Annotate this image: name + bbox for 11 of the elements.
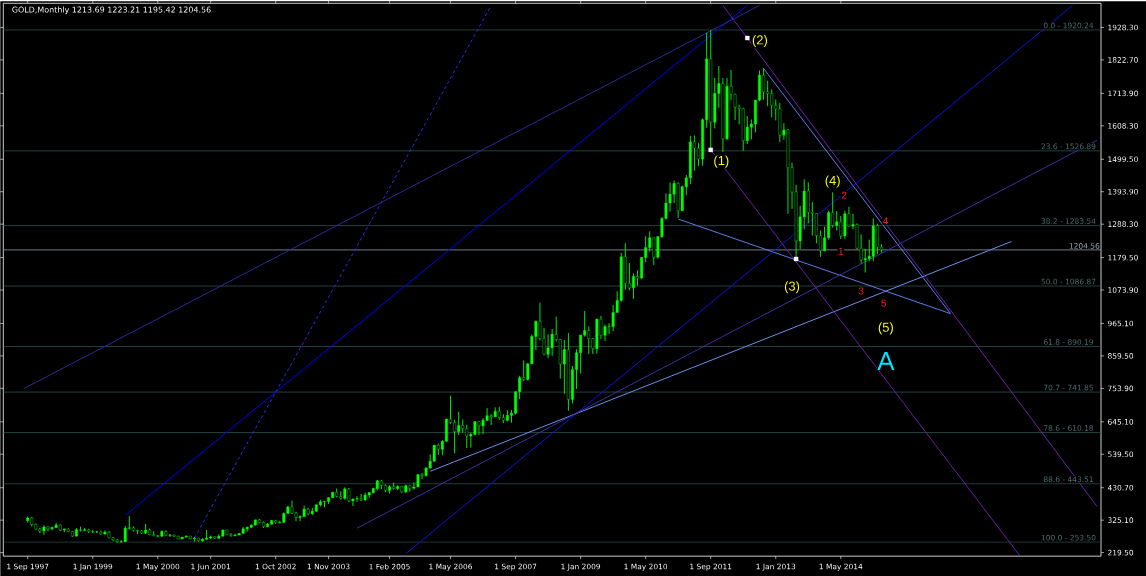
annotation: 5 xyxy=(881,299,887,307)
annotation: (5) xyxy=(878,322,893,335)
annotation: A xyxy=(877,352,895,370)
annotation: (1) xyxy=(714,155,729,168)
annotation: (3) xyxy=(784,281,800,294)
annotation: 4 xyxy=(882,217,889,225)
annotation: 3 xyxy=(858,287,864,295)
annotation: (2) xyxy=(752,34,768,47)
annotation: 2 xyxy=(841,191,847,199)
annotation: 1 xyxy=(838,247,844,255)
annotation: (4) xyxy=(825,175,840,188)
